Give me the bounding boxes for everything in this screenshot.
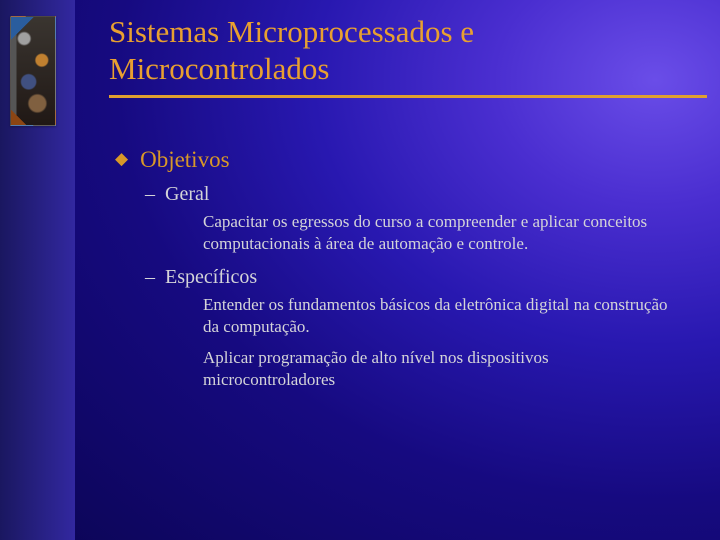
slide-main: Sistemas Microprocessados e Microcontrol… — [75, 0, 720, 540]
bullet-level-1: ◆ Objetivos — [115, 146, 720, 175]
body-text: Capacitar os egressos do curso a compree… — [203, 211, 673, 256]
bullet-level-2: – Específicos — [145, 264, 720, 290]
body-text: Entender os fundamentos básicos da eletr… — [203, 294, 673, 339]
heading-text: Objetivos — [140, 146, 229, 175]
diamond-bullet-icon: ◆ — [115, 146, 128, 172]
slide-content: ◆ Objetivos – Geral Capacitar os egresso… — [109, 98, 720, 391]
section-label: Específicos — [165, 264, 257, 290]
left-sidebar — [0, 0, 75, 540]
dash-bullet-icon: – — [145, 264, 155, 290]
body-text: Aplicar programação de alto nível nos di… — [203, 347, 673, 392]
section-label: Geral — [165, 181, 209, 207]
dash-bullet-icon: – — [145, 181, 155, 207]
bullet-level-2: – Geral — [145, 181, 720, 207]
decorative-collage-image — [10, 16, 56, 126]
slide-title: Sistemas Microprocessados e Microcontrol… — [109, 14, 720, 87]
